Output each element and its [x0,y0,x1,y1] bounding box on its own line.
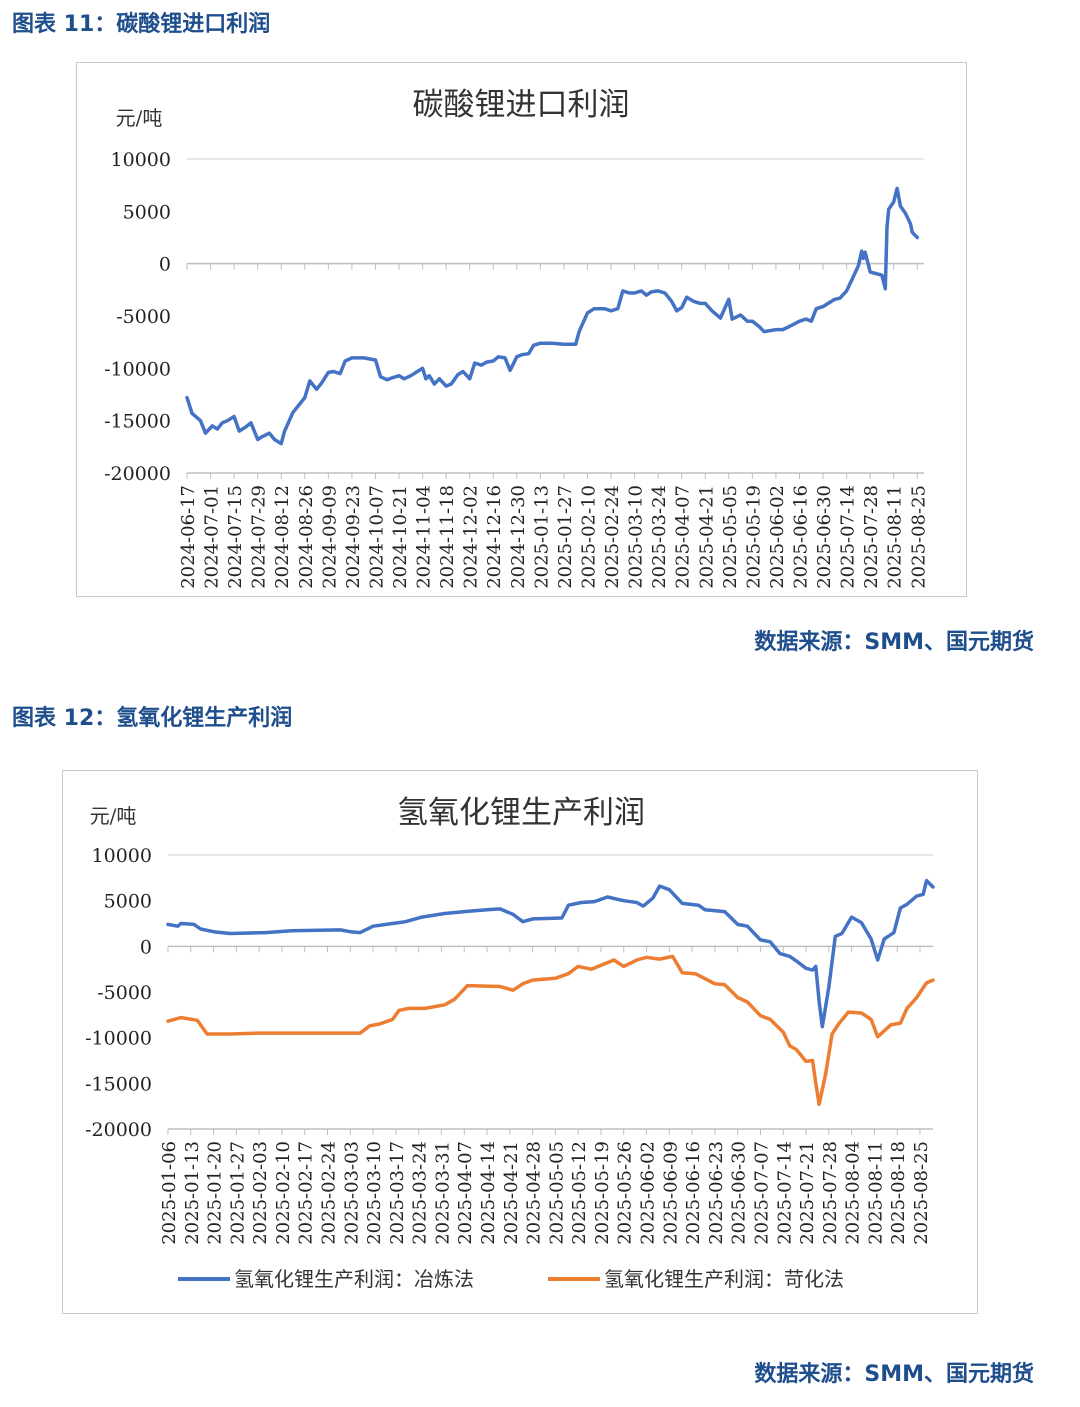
x-tick-label: 2025-05-05 [720,485,741,589]
figure-11-caption: 图表 11：碳酸锂进口利润 [12,12,271,37]
x-tick-label: 2025-01-06 [159,1141,180,1245]
x-tick-label: 2025-07-14 [838,485,859,589]
x-tick-label: 2025-08-11 [865,1141,886,1245]
x-tick-label: 2024-08-26 [296,485,317,589]
x-tick-label: 2025-03-17 [387,1141,408,1245]
x-tick-label: 2025-06-30 [729,1141,750,1245]
x-tick-label: 2025-02-03 [250,1141,271,1245]
x-tick-label: 2025-07-28 [861,485,882,589]
series-line-1 [185,186,920,446]
x-tick-label: 2025-01-13 [182,1141,203,1245]
x-tick-label: 2025-07-28 [820,1141,841,1245]
x-tick-label: 2025-03-24 [410,1141,431,1245]
x-tick-label: 2024-09-23 [343,485,364,589]
y-tick-label: -15000 [104,411,171,433]
x-tick-label: 2024-06-17 [178,485,199,589]
x-tick-label: 2025-01-27 [227,1141,248,1245]
y-tick-label: 5000 [104,891,152,913]
x-tick-label: 2025-02-10 [578,485,599,589]
y-axis-unit-label: 元/吨 [116,106,163,130]
y-tick-label: 10000 [92,845,152,867]
x-tick-label: 2024-11-18 [437,485,458,589]
x-tick-label: 2025-07-21 [797,1141,818,1245]
y-tick-label: -20000 [104,463,171,485]
x-tick-label: 2024-12-30 [508,485,529,589]
chart-2-svg: 氢氧化锂生产利润 元/吨 10000 5000 0 -5000 -10000 -15000 -2… [85,795,935,1291]
chart-title: 氢氧化锂生产利润 [397,795,645,831]
x-tick-label: 2025-02-24 [319,1141,340,1245]
x-tick-label: 2025-04-21 [696,485,717,589]
x-tick-label: 2025-04-07 [455,1141,476,1245]
x-tick-label: 2025-06-02 [767,485,788,589]
x-tick-label: 2025-08-25 [908,485,929,589]
x-tick-label: 2025-05-26 [615,1141,636,1245]
x-tick-label: 2024-10-07 [366,485,387,589]
y-tick-label: 10000 [111,149,171,171]
x-tick-label: 2024-08-12 [272,485,293,589]
x-tick-label: 2025-05-19 [592,1141,613,1245]
x-tick-label: 2025-06-09 [660,1141,681,1245]
x-tick-label: 2024-10-21 [390,485,411,589]
figure-12-source: 数据来源：SMM、国元期货 [754,1362,1034,1387]
legend-label-2: 氢氧化锂生产利润：苛化法 [604,1267,844,1291]
x-tick-label: 2025-06-16 [790,485,811,589]
series-line-1 [166,878,935,1029]
x-tick-label: 2025-01-20 [205,1141,226,1245]
x-tick-label: 2025-04-28 [524,1141,545,1245]
y-tick-label: -20000 [85,1119,152,1141]
x-tick-label: 2025-05-19 [743,485,764,589]
x-tick-label: 2025-03-10 [364,1141,385,1245]
x-tick-label: 2025-06-30 [814,485,835,589]
x-tick-label: 2025-04-14 [478,1141,499,1245]
y-tick-label: -5000 [97,982,152,1004]
x-tick-label: 2024-07-01 [202,485,223,589]
x-tick-label: 2025-06-23 [706,1141,727,1245]
x-tick-label: 2024-07-15 [225,485,246,589]
y-tick-label: -5000 [116,306,171,328]
x-tick-label: 2025-03-24 [649,485,670,589]
x-tick-label: 2025-05-12 [569,1141,590,1245]
x-tick-label: 2025-08-18 [888,1141,909,1245]
x-tick-label: 2025-04-21 [501,1141,522,1245]
x-tick-label: 2025-02-17 [296,1141,317,1245]
x-tick-label: 2025-01-27 [555,485,576,589]
x-tick-label: 2025-07-14 [774,1141,795,1245]
x-tick-label: 2025-02-10 [273,1141,294,1245]
chart-lithium-hydroxide-production-profit: 氢氧化锂生产利润 元/吨 10000 5000 0 -5000 -10000 -15000 -2… [62,770,978,1314]
x-tick-label: 2025-03-10 [626,485,647,589]
chart-lithium-carbonate-import-profit: 碳酸锂进口利润元/吨 10000 5000 0 -5000 -10000 -15000 -20… [76,62,967,597]
x-tick-label: 2025-08-04 [843,1141,864,1245]
x-tick-label: 2025-02-24 [602,485,623,589]
x-tick-label: 2024-12-02 [461,485,482,589]
x-tick-label: 2025-08-25 [911,1141,932,1245]
y-tick-label: -10000 [85,1028,152,1050]
x-tick-label: 2025-04-07 [673,485,694,589]
figure-12-caption: 图表 12：氢氧化锂生产利润 [12,706,293,731]
x-tick-label: 2024-07-29 [249,485,270,589]
y-tick-label: 0 [140,936,152,958]
x-tick-label: 2025-03-31 [432,1141,453,1245]
series-line-2 [166,954,935,1107]
x-tick-label: 2024-12-16 [484,485,505,589]
x-tick-label: 2025-01-13 [531,485,552,589]
chart-title: 碳酸锂进口利润 [413,87,630,123]
x-tick-label: 2025-08-11 [885,485,906,589]
y-tick-label: 5000 [123,201,171,223]
x-tick-label: 2025-07-07 [751,1141,772,1245]
x-tick-label: 2025-05-05 [546,1141,567,1245]
figure-11-source: 数据来源：SMM、国元期货 [754,630,1034,655]
x-tick-label: 2025-06-16 [683,1141,704,1245]
y-tick-label: -15000 [85,1073,152,1095]
x-tick-label: 2024-11-04 [414,485,435,589]
x-tick-label: 2025-03-03 [341,1141,362,1245]
legend-label-1: 氢氧化锂生产利润：冶炼法 [234,1267,474,1291]
y-axis-unit-label: 元/吨 [90,804,137,828]
x-tick-label: 2024-09-09 [319,485,340,589]
x-tick-label: 2025-06-02 [638,1141,659,1245]
y-tick-label: 0 [159,254,171,276]
y-tick-label: -10000 [104,358,171,380]
